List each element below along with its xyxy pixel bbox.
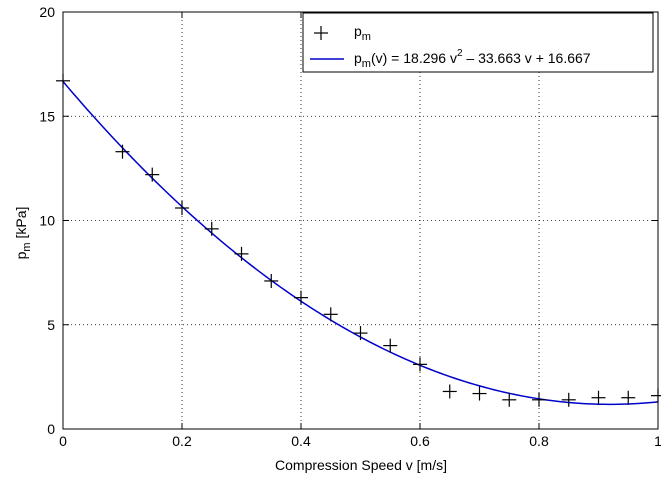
- y-tick-label: 15: [39, 108, 55, 124]
- legend-fit-rest-b: – 33.663 v + 16.667: [463, 50, 591, 66]
- data-point-marker: [561, 392, 576, 407]
- data-point-marker: [145, 167, 160, 182]
- data-point-marker: [234, 246, 249, 261]
- x-tick-label: 0.2: [172, 433, 192, 449]
- legend-markers-sub: m: [362, 31, 371, 43]
- data-point-marker: [383, 338, 398, 353]
- y-axis-label-sub: m: [21, 242, 33, 251]
- x-tick-label: 0: [59, 433, 67, 449]
- data-point-marker: [264, 273, 279, 288]
- y-tick-labels: 0 5 10 15 20: [39, 4, 55, 437]
- y-tick-label: 0: [47, 421, 55, 437]
- legend-markers-base: p: [354, 23, 362, 39]
- data-area: [56, 73, 661, 407]
- y-axis-label: pm [kPa]: [13, 207, 33, 260]
- y-axis-label-rest: [kPa]: [13, 207, 29, 243]
- legend-entry-markers: pm: [354, 23, 371, 43]
- data-point-marker: [353, 326, 368, 341]
- x-tick-label: 0.8: [529, 433, 549, 449]
- data-point-marker: [532, 392, 546, 407]
- data-point-marker: [115, 144, 130, 159]
- y-tick-label: 10: [39, 213, 55, 229]
- data-point-marker: [591, 390, 606, 405]
- data-point-marker: [621, 390, 636, 405]
- data-point-marker: [323, 307, 338, 322]
- legend: pm pm(v) = 18.296 v2 – 33.663 v + 16.667: [302, 12, 654, 73]
- data-point-marker: [442, 384, 457, 399]
- legend-marker-icon: [314, 26, 328, 40]
- data-point-marker: [294, 290, 308, 305]
- legend-fit-sup: 2: [457, 48, 463, 59]
- x-tick-label: 0.4: [291, 433, 311, 449]
- data-point-marker: [413, 357, 427, 372]
- legend-entry-fit: pm(v) = 18.296 v2 – 33.663 v + 16.667: [354, 48, 591, 70]
- data-point-marker: [175, 200, 189, 215]
- legend-fit-rest-a: (v) = 18.296 v: [371, 50, 457, 66]
- x-axis-label: Compression Speed v [m/s]: [275, 457, 447, 473]
- x-tick-label: 1: [654, 433, 661, 449]
- y-axis-label-base: p: [13, 251, 29, 259]
- legend-fit-base: p: [354, 50, 362, 66]
- legend-box: [302, 12, 654, 73]
- data-point-marker: [204, 221, 219, 236]
- x-tick-labels: 0 0.2 0.4 0.6 0.8 1: [59, 433, 661, 449]
- y-tick-label: 20: [39, 4, 55, 20]
- y-tick-label: 5: [47, 317, 55, 333]
- data-point-marker: [472, 386, 487, 401]
- grid: [63, 12, 658, 429]
- legend-fit-sub: m: [362, 58, 371, 70]
- data-point-marker: [502, 392, 517, 407]
- x-tick-label: 0.6: [410, 433, 430, 449]
